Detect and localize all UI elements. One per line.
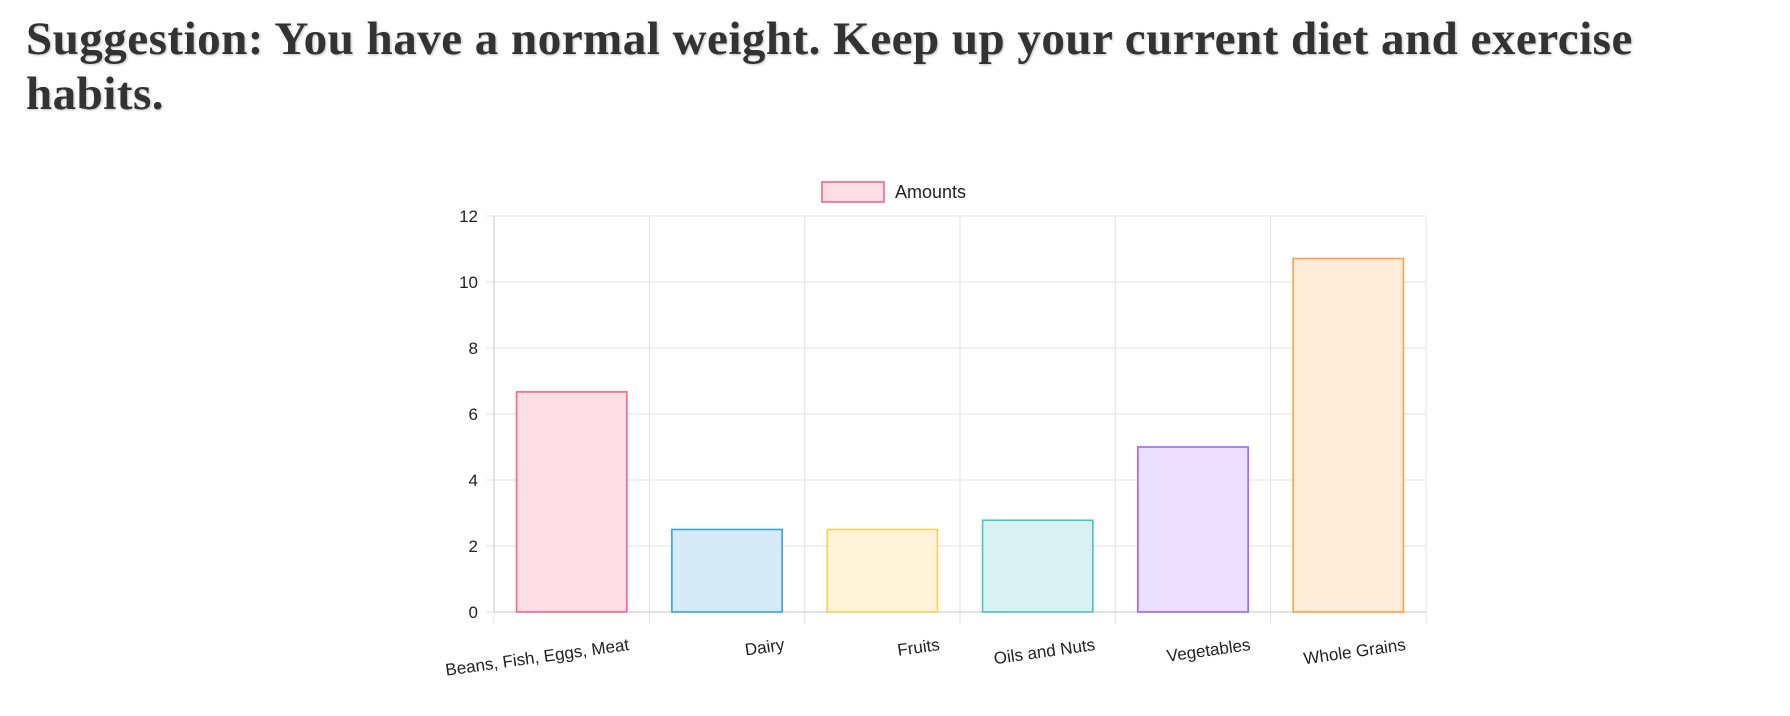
legend-label: Amounts [895, 182, 966, 202]
bar [981, 519, 1094, 613]
legend-swatch [821, 181, 885, 203]
y-tick-label: 10 [459, 273, 478, 292]
y-tick-label: 0 [469, 603, 478, 622]
x-tick-label: Fruits [896, 635, 941, 660]
y-tick-label: 12 [459, 207, 478, 226]
bar [1292, 257, 1405, 613]
y-tick-label: 8 [469, 339, 478, 358]
x-tick-label: Dairy [744, 635, 786, 659]
x-tick-label: Beans, Fish, Eggs, Meat [444, 635, 630, 680]
bar [515, 391, 628, 613]
y-tick-label: 4 [469, 471, 478, 490]
y-tick-label: 6 [469, 405, 478, 424]
bar [826, 528, 939, 613]
y-tick-label: 2 [469, 537, 478, 556]
bar [671, 528, 783, 613]
bar [1137, 446, 1249, 613]
x-tick-label: Oils and Nuts [993, 635, 1097, 668]
suggestion-heading: Suggestion: You have a normal weight. Ke… [26, 13, 1633, 120]
x-tick-label: Vegetables [1166, 635, 1252, 666]
x-tick-label: Whole Grains [1302, 635, 1407, 668]
